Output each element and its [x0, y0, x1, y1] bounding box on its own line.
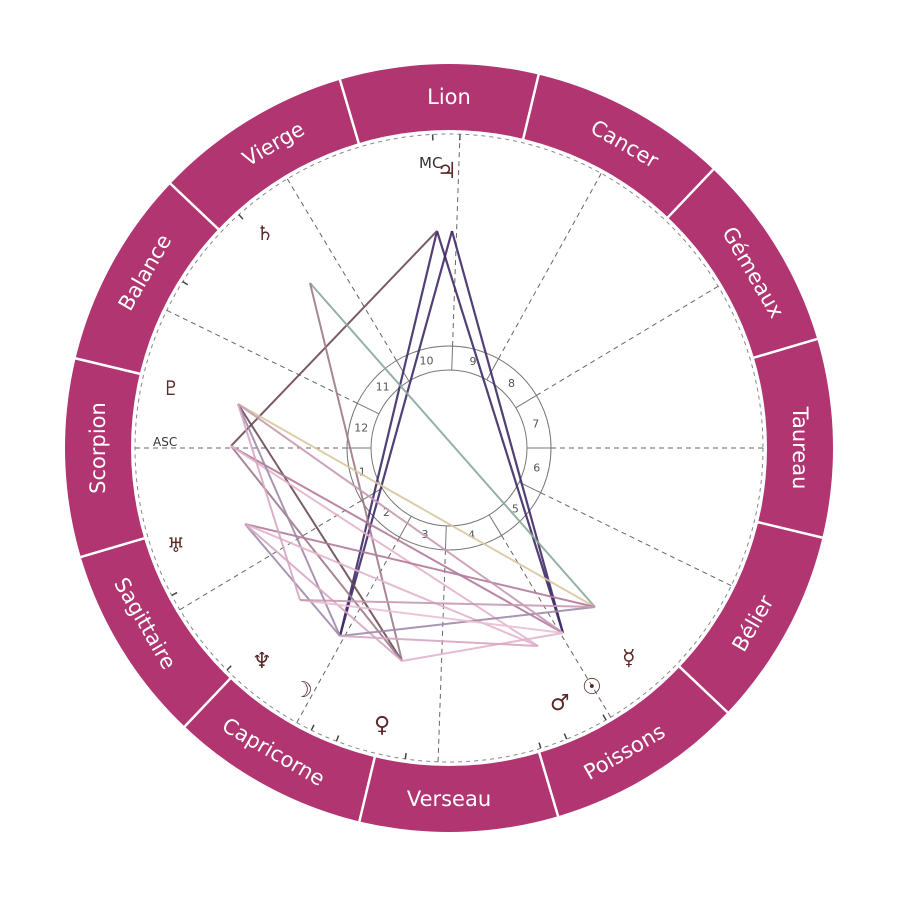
- zodiac-ring: LionCancerGémeauxTaureauBélierPoissonsVe…: [65, 64, 833, 832]
- ascendant-label: ASC: [153, 435, 177, 449]
- degree-tick: [171, 591, 178, 597]
- aspect-line: [244, 523, 341, 637]
- house-wheel-divider: [451, 346, 454, 371]
- uranus-icon: ♅: [167, 533, 185, 557]
- house-wheel-divider: [361, 487, 383, 501]
- house-wheel-divider: [488, 514, 502, 536]
- aspect-line: [338, 230, 439, 637]
- degree-tick: [602, 714, 607, 721]
- house-wheel-divider: [515, 395, 537, 409]
- mercury-icon: ☿: [622, 646, 636, 671]
- mars-icon: ♂: [550, 691, 570, 716]
- aspect-line: [435, 230, 565, 634]
- saturn-icon: ♄: [256, 221, 274, 245]
- house-wheel-divider: [399, 515, 412, 538]
- house-number-9: 9: [470, 355, 477, 368]
- sign-label-taureau: Taureau: [788, 406, 812, 490]
- aspect-line: [299, 599, 564, 634]
- sign-divider: [74, 356, 142, 376]
- sign-divider: [752, 337, 819, 360]
- sign-divider: [168, 182, 220, 231]
- aspect-line: [230, 445, 564, 634]
- sun-icon: ☉: [582, 675, 602, 700]
- aspect-line: [450, 230, 565, 634]
- sign-divider: [79, 536, 146, 559]
- aspect-line: [237, 403, 301, 601]
- house-number-7: 7: [532, 417, 539, 430]
- aspect-line: [237, 403, 341, 637]
- sign-divider: [357, 755, 377, 823]
- aspect-line: [244, 523, 403, 662]
- house-number-10: 10: [419, 354, 433, 367]
- house-wheel-divider: [486, 358, 499, 381]
- house-number-12: 12: [354, 421, 368, 434]
- sign-divider: [338, 78, 361, 145]
- degree-tick: [563, 733, 568, 740]
- sign-divider: [537, 751, 560, 818]
- house-cusp-line: [536, 285, 719, 396]
- house-cusp-line: [498, 173, 602, 360]
- house-number-4: 4: [468, 529, 475, 542]
- moon-icon: ☽: [293, 678, 313, 703]
- house-number-1: 1: [359, 466, 366, 479]
- aspect-line: [237, 403, 596, 608]
- house-number-6: 6: [533, 462, 540, 475]
- aspect-line: [401, 632, 564, 662]
- jupiter-icon: ♃: [437, 159, 457, 184]
- degree-tick: [310, 724, 315, 731]
- house-number-wheel: 123456789101112: [346, 345, 552, 551]
- aspect-line: [237, 403, 564, 634]
- aspect-lines: [230, 230, 596, 662]
- degree-tick: [238, 214, 244, 220]
- aspect-line: [338, 230, 454, 637]
- aspect-line: [309, 282, 596, 608]
- aspect-line: [237, 403, 403, 662]
- midheaven-label: MC: [419, 154, 442, 172]
- house-wheel-divider: [444, 525, 447, 550]
- chart-axes: ASC MC: [153, 154, 442, 449]
- house-cusp-line: [286, 178, 397, 361]
- sign-label-lion: Lion: [427, 85, 471, 109]
- sign-label-scorpion: Scorpion: [86, 402, 110, 494]
- house-wheel-divider: [357, 402, 380, 415]
- house-number-5: 5: [512, 502, 519, 515]
- aspect-line: [339, 635, 539, 647]
- aspect-line: [244, 523, 596, 608]
- house-number-8: 8: [508, 377, 515, 390]
- house-number-2: 2: [383, 506, 390, 519]
- aspect-line: [230, 445, 539, 647]
- degree-tick: [226, 665, 232, 671]
- sign-divider: [756, 520, 824, 540]
- house-wheel-outer: [346, 345, 552, 551]
- sign-divider: [666, 167, 715, 219]
- venus-icon: ♀: [374, 713, 390, 738]
- sign-divider: [678, 665, 730, 714]
- degree-tick: [538, 742, 542, 749]
- planet-glyphs: ♃ ♄ ♇ ♅ ♆ ☽ ♀ ♂ ☉ ☿: [162, 159, 636, 738]
- sign-label-verseau: Verseau: [407, 787, 491, 811]
- aspect-line: [230, 230, 438, 447]
- sign-divider: [521, 73, 541, 141]
- aspect-line: [244, 523, 539, 647]
- sign-divider: [183, 677, 232, 729]
- neptune-icon: ♆: [252, 649, 272, 674]
- house-number-11: 11: [376, 381, 390, 394]
- degree-tick: [404, 752, 407, 760]
- degree-tick: [335, 735, 340, 742]
- aspect-line: [299, 599, 596, 608]
- degree-tick: [182, 280, 189, 286]
- house-cusp-line: [540, 492, 732, 587]
- pluto-icon: ♇: [162, 376, 180, 400]
